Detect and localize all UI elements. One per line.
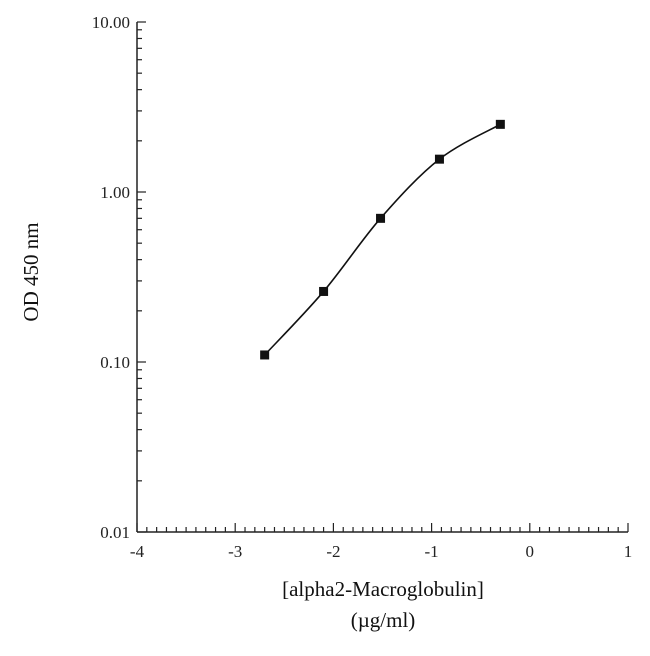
y-axis-tick-labels: 0.01 0.10 1.00 10.00 bbox=[92, 13, 130, 542]
x-tick-label: -1 bbox=[425, 542, 439, 561]
x-axis-tick-labels: -4 -3 -2 -1 0 1 bbox=[130, 542, 632, 561]
series-line bbox=[264, 123, 501, 356]
data-point-marker bbox=[495, 119, 505, 129]
data-point-marker bbox=[319, 286, 329, 296]
x-tick-label: -4 bbox=[130, 542, 145, 561]
data-point-marker bbox=[376, 213, 386, 223]
y-axis-label: OD 450 nm bbox=[19, 222, 43, 321]
y-tick-label: 0.10 bbox=[100, 353, 130, 372]
y-tick-label: 0.01 bbox=[100, 523, 130, 542]
y-tick-label: 10.00 bbox=[92, 13, 130, 32]
data-point-marker bbox=[260, 350, 270, 360]
x-axis-ticks bbox=[136, 523, 629, 532]
x-axis-units-label: (µg/ml) bbox=[351, 608, 416, 632]
y-tick-label: 1.00 bbox=[100, 183, 130, 202]
x-tick-label: -3 bbox=[228, 542, 242, 561]
axes bbox=[136, 22, 628, 533]
y-axis-ticks bbox=[137, 21, 146, 533]
x-axis-label: [alpha2-Macroglobulin] bbox=[282, 577, 484, 601]
data-point-marker bbox=[434, 154, 444, 164]
series-points bbox=[260, 119, 505, 360]
x-tick-label: 1 bbox=[624, 542, 633, 561]
x-tick-label: 0 bbox=[526, 542, 535, 561]
x-tick-label: -2 bbox=[326, 542, 340, 561]
